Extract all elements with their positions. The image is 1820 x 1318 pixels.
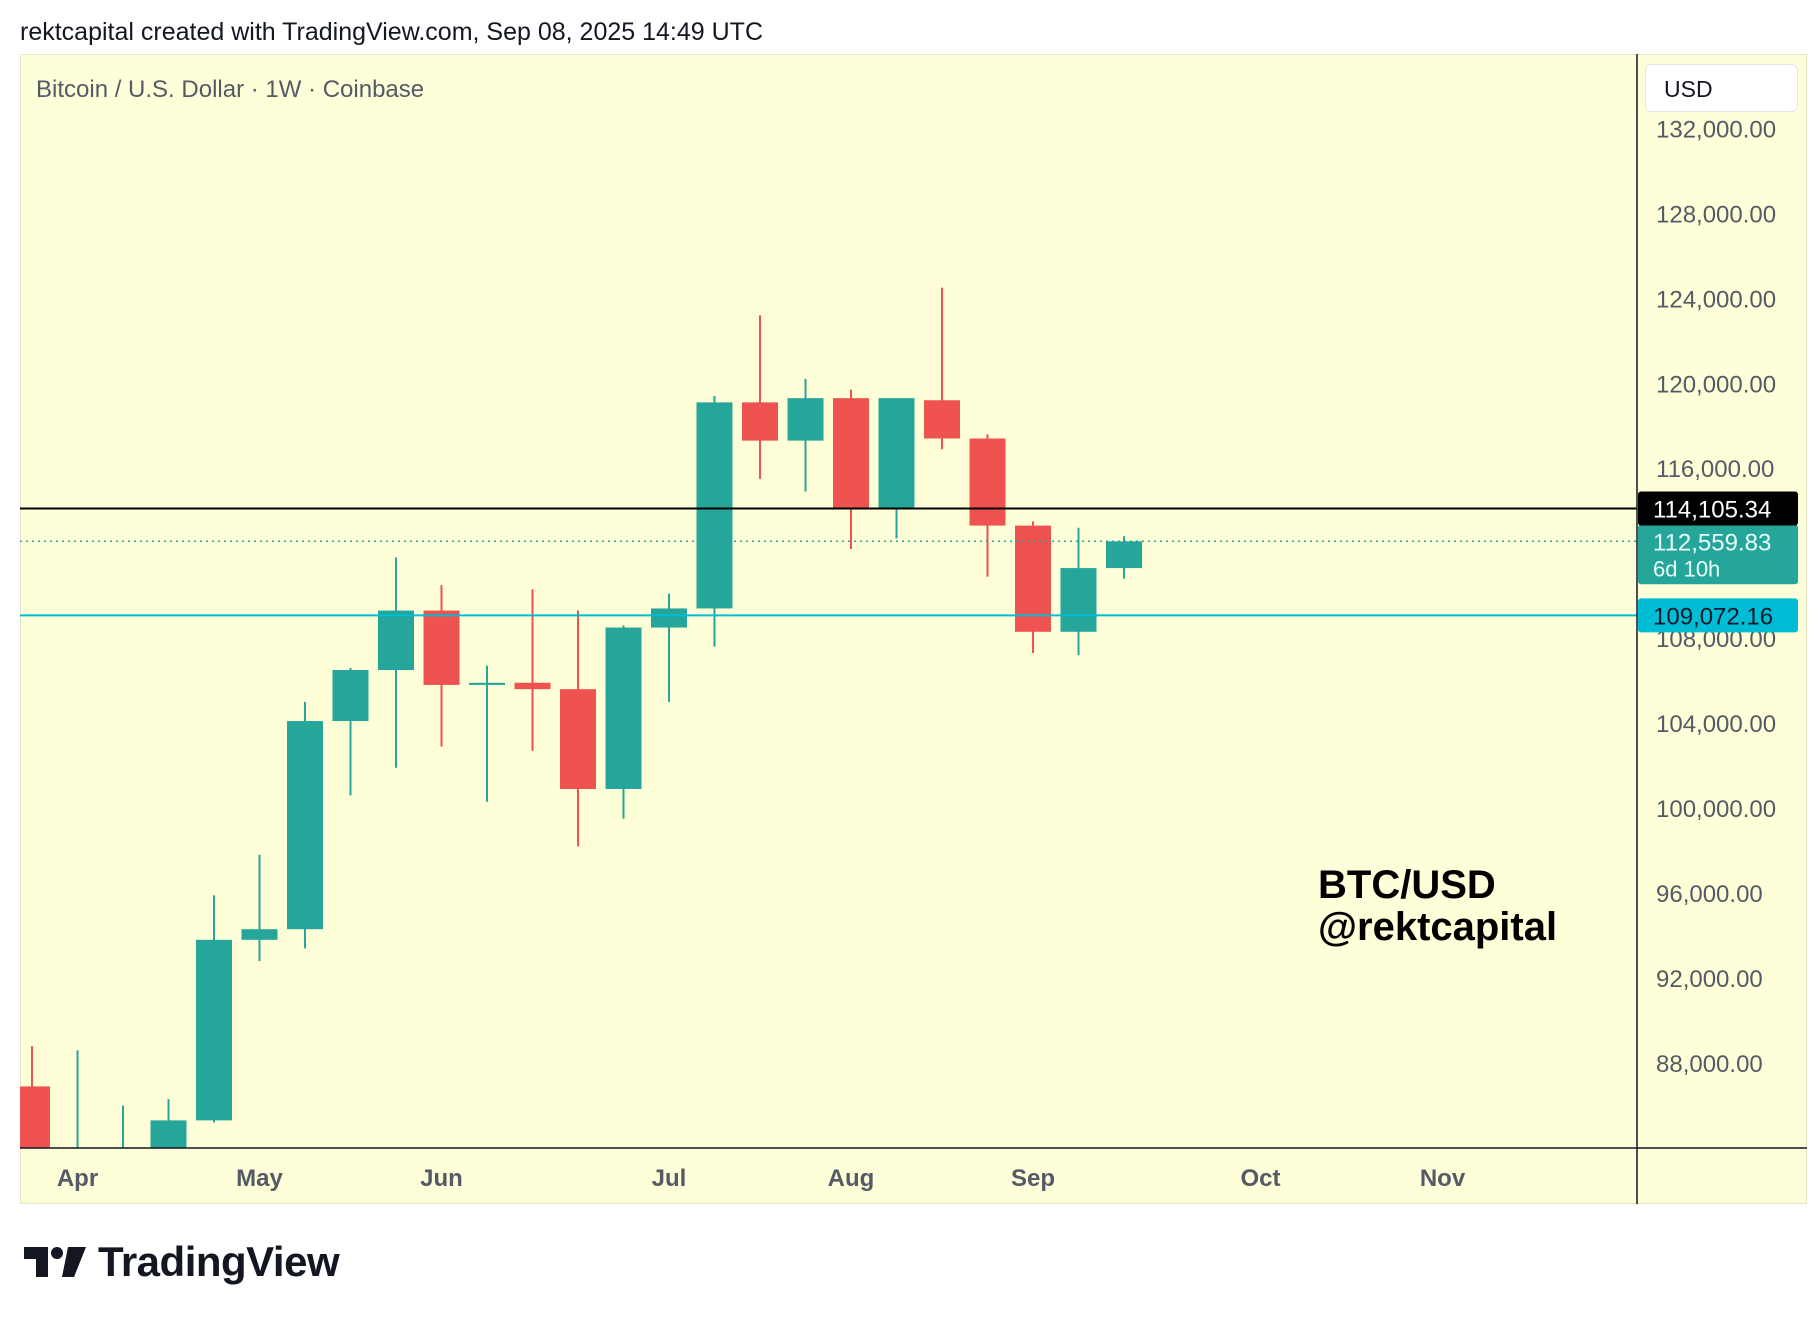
last-price-tag-bg — [1638, 524, 1798, 585]
candle-body — [787, 398, 824, 441]
currency-selector[interactable]: USD — [1645, 64, 1798, 112]
candle — [423, 585, 460, 747]
candle — [287, 701, 323, 949]
candle — [196, 895, 232, 1123]
candle-body — [651, 608, 687, 628]
y-tick-label: 120,000.00 — [1656, 371, 1776, 398]
candle-body — [1060, 568, 1097, 632]
candle-body — [196, 939, 232, 1121]
candle — [122, 1105, 124, 1148]
tradingview-wordmark: TradingView — [98, 1238, 340, 1285]
candle-body — [560, 689, 596, 789]
candle-body — [924, 400, 960, 439]
candle — [378, 557, 414, 768]
resistance-price-tag-label: 114,105.34 — [1653, 496, 1771, 523]
x-tick-label: Jun — [420, 1165, 463, 1192]
watermark-handle: @rektcapital — [1318, 905, 1557, 949]
x-tick-label: Sep — [1011, 1165, 1055, 1192]
y-tick-label: 92,000.00 — [1656, 966, 1763, 993]
x-tick-label: Nov — [1420, 1165, 1466, 1192]
watermark-pair: BTC/USD — [1318, 863, 1496, 907]
candle — [20, 1046, 50, 1148]
candle-body — [378, 610, 414, 671]
candle — [469, 665, 505, 802]
x-tick-label: May — [236, 1165, 283, 1192]
y-tick-label: 100,000.00 — [1656, 796, 1776, 823]
resistance-price-tag-bg — [1638, 491, 1798, 526]
support-price-tag-bg — [1638, 598, 1798, 633]
candle-body — [605, 627, 642, 789]
candle — [878, 398, 915, 539]
y-tick-label: 128,000.00 — [1656, 201, 1776, 228]
candle-body — [469, 682, 505, 685]
candle-body — [287, 721, 323, 930]
candle-body — [1106, 541, 1142, 569]
candle-body — [423, 610, 460, 685]
chart-area[interactable] — [20, 54, 1807, 1204]
candle — [787, 379, 824, 492]
candle — [150, 1099, 187, 1148]
attribution-header: rektcapital created with TradingView.com… — [20, 18, 764, 46]
candles-group — [20, 287, 1142, 1148]
candle-body — [833, 398, 869, 509]
last-price-tag-countdown: 6d 10h — [1653, 556, 1720, 581]
x-tick-label: Jul — [652, 1165, 687, 1192]
candle — [1106, 536, 1142, 579]
x-tick-label: Aug — [828, 1165, 875, 1192]
candle-body — [150, 1120, 187, 1148]
candle-body — [1015, 525, 1051, 632]
x-tick-label: Oct — [1240, 1165, 1280, 1192]
candle — [241, 854, 278, 962]
candle-body — [241, 929, 278, 940]
candle-body — [332, 670, 369, 722]
last-price-tag-label: 112,559.83 — [1653, 529, 1771, 556]
candle — [514, 589, 551, 751]
symbol-description[interactable]: Bitcoin / U.S. Dollar · 1W · Coinbase — [36, 76, 425, 103]
footer-brand[interactable]: TradingView — [24, 1238, 340, 1286]
y-tick-label: 88,000.00 — [1656, 1051, 1763, 1078]
candle — [1060, 527, 1097, 656]
candle — [969, 434, 1006, 577]
candle — [1015, 521, 1051, 654]
candle — [332, 667, 369, 796]
candle-body — [20, 1086, 50, 1148]
candle-body — [514, 682, 551, 690]
candle-body — [696, 402, 733, 609]
candle-body — [878, 398, 915, 509]
x-tick-label: Apr — [57, 1165, 98, 1192]
y-tick-label: 116,000.00 — [1656, 456, 1774, 483]
candle-body — [969, 438, 1006, 526]
y-tick-label: 104,000.00 — [1656, 711, 1776, 738]
candle — [924, 287, 960, 450]
candle — [76, 1050, 79, 1148]
candle — [742, 315, 778, 479]
support-price-tag-label: 109,072.16 — [1653, 603, 1773, 630]
candle-body — [742, 402, 778, 441]
y-tick-label: 96,000.00 — [1656, 881, 1763, 908]
candle — [605, 625, 642, 819]
candle — [833, 389, 869, 549]
y-tick-label: 124,000.00 — [1656, 286, 1776, 313]
candle — [560, 610, 596, 847]
y-tick-label: 132,000.00 — [1656, 116, 1776, 143]
tradingview-logo-icon — [24, 1247, 86, 1277]
candle — [696, 396, 733, 647]
candle — [651, 593, 687, 702]
